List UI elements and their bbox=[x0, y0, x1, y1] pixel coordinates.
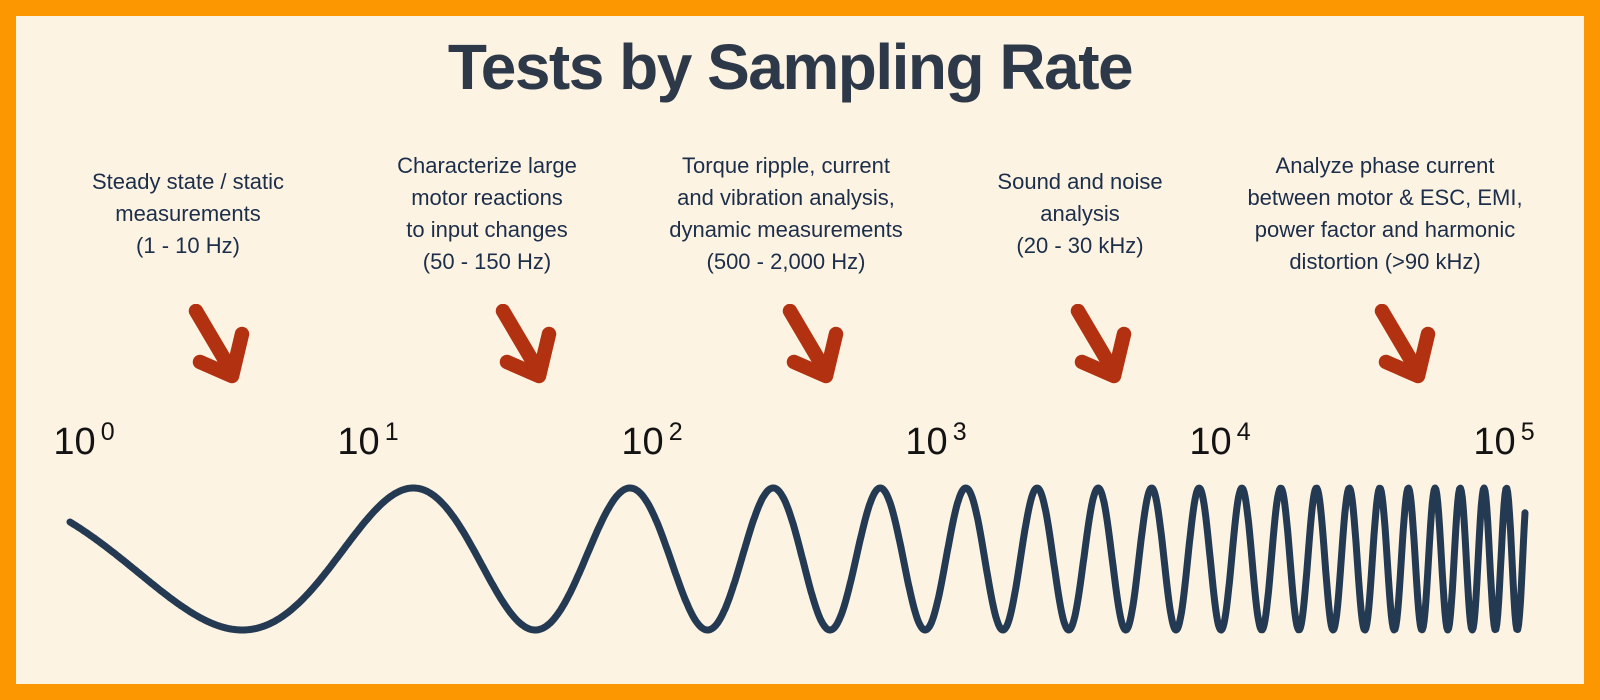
tick-exponent: 5 bbox=[1520, 418, 1535, 446]
annotation-phase-current: Analyze phase current between motor & ES… bbox=[1247, 153, 1523, 274]
tick-base: 10 bbox=[621, 421, 664, 463]
arrow-down-right-icon bbox=[188, 304, 250, 384]
tick-base: 10 bbox=[337, 421, 380, 463]
tick-exponent: 2 bbox=[668, 418, 683, 446]
annotation-torque-ripple: Torque ripple, current and vibration ana… bbox=[669, 153, 903, 274]
axis-tick-10e4: 10 4 bbox=[1189, 418, 1250, 466]
arrow-down-right-icon bbox=[1070, 304, 1132, 384]
axis-tick-10e5: 10 5 bbox=[1473, 418, 1534, 466]
tick-base: 10 bbox=[1473, 421, 1516, 463]
tick-exponent: 4 bbox=[1236, 418, 1251, 446]
annotation-motor-reactions: Characterize large motor reactions to in… bbox=[397, 153, 577, 274]
axis-tick-10e2: 10 2 bbox=[621, 418, 682, 466]
tick-base: 10 bbox=[1189, 421, 1232, 463]
arrow-down-right-icon bbox=[782, 304, 844, 384]
arrow-down-right-icon bbox=[1374, 304, 1436, 384]
page-title: Tests by Sampling Rate bbox=[447, 31, 1134, 103]
axis-tick-10e3: 10 3 bbox=[905, 418, 966, 466]
tick-exponent: 1 bbox=[384, 418, 399, 446]
annotation-steady-state: Steady state / static measurements (1 - … bbox=[92, 169, 284, 258]
axis-tick-10e1: 10 1 bbox=[337, 418, 398, 466]
tick-base: 10 bbox=[53, 421, 96, 463]
tick-base: 10 bbox=[905, 421, 948, 463]
annotation-sound-noise: Sound and noise analysis (20 - 30 kHz) bbox=[997, 169, 1163, 258]
arrow-down-right-icon bbox=[495, 304, 557, 384]
tick-exponent: 3 bbox=[952, 418, 967, 446]
axis-tick-10e0: 10 0 bbox=[53, 418, 114, 466]
tick-exponent: 0 bbox=[100, 418, 115, 446]
